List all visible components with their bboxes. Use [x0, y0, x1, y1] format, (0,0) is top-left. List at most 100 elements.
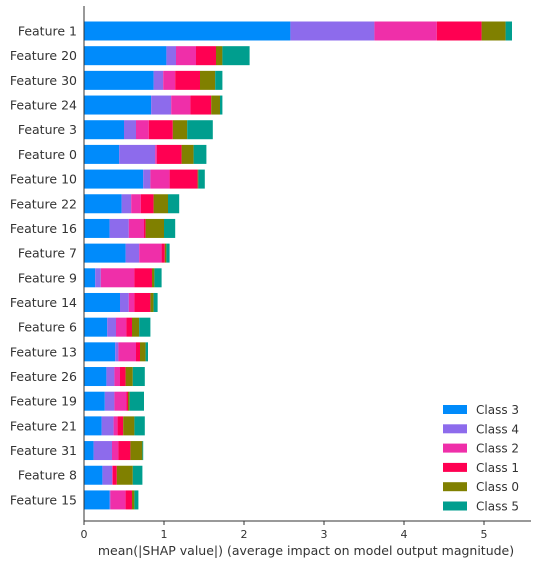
- feature-label: Feature 9: [18, 270, 77, 285]
- x-tick-label: 5: [481, 528, 488, 541]
- legend-label: Class 1: [476, 461, 519, 475]
- bar-segment: [145, 342, 148, 362]
- bar-segment: [84, 268, 96, 288]
- bar-segment: [154, 268, 162, 288]
- feature-label: Feature 8: [18, 468, 77, 483]
- bar-segment: [120, 292, 129, 312]
- bar-segment: [132, 367, 145, 387]
- bar-segment: [153, 194, 168, 214]
- bar-segment: [101, 416, 114, 436]
- bar-segment: [200, 70, 216, 90]
- feature-label: Feature 20: [10, 48, 77, 63]
- bar-segment: [126, 317, 132, 337]
- bar-segment: [161, 243, 165, 263]
- bar-segment: [106, 367, 115, 387]
- legend-label: Class 3: [476, 403, 519, 417]
- bar-segment: [181, 144, 194, 164]
- bar-segment: [125, 243, 140, 263]
- bar-segment: [114, 391, 127, 411]
- legend-label: Class 4: [476, 422, 519, 436]
- bar-segment: [129, 391, 144, 411]
- bar-segment: [193, 144, 207, 164]
- bar-segment: [100, 268, 135, 288]
- bar-segment: [134, 490, 139, 510]
- feature-labels: Feature 1 Feature 20 Feature 30 Feature 24 F…: [10, 24, 77, 508]
- bar-segment: [128, 218, 144, 238]
- feature-label: Feature 14: [10, 295, 77, 310]
- bar-segment: [198, 169, 205, 189]
- bar-segment: [126, 391, 128, 411]
- feature-label: Feature 7: [18, 246, 77, 261]
- x-tick-label: 3: [321, 528, 328, 541]
- bar-segment: [374, 21, 437, 41]
- bar-segment: [132, 490, 135, 510]
- bar-segment: [84, 194, 122, 214]
- feature-label: Feature 15: [10, 492, 77, 507]
- bars-group: [84, 21, 512, 510]
- legend-label: Class 2: [476, 442, 519, 456]
- feature-label: Feature 24: [10, 98, 77, 113]
- bar-segment: [84, 95, 152, 115]
- bar-segment: [120, 367, 126, 387]
- bar-segment: [123, 416, 135, 436]
- bar-segment: [84, 218, 110, 238]
- bar-segment: [153, 292, 158, 312]
- legend-swatch: [443, 443, 467, 453]
- bar-segment: [505, 21, 512, 41]
- bar-segment: [102, 465, 112, 485]
- bar-segment: [117, 416, 124, 436]
- bar-segment: [109, 490, 111, 510]
- bar-segment: [145, 218, 164, 238]
- feature-label: Feature 3: [18, 122, 77, 137]
- bar-segment: [109, 218, 129, 238]
- bar-segment: [215, 70, 223, 90]
- x-tick-label: 2: [241, 528, 248, 541]
- bar-segment: [124, 120, 136, 140]
- x-tick-label: 0: [81, 528, 88, 541]
- bar-segment: [84, 144, 120, 164]
- bar-segment: [164, 243, 167, 263]
- bar-segment: [128, 391, 130, 411]
- bar-segment: [136, 120, 149, 140]
- bar-segment: [93, 441, 112, 461]
- legend-swatch: [443, 482, 467, 492]
- bar-segment: [112, 465, 117, 485]
- bar-segment: [142, 441, 144, 461]
- bar-segment: [140, 342, 146, 362]
- bar-segment: [172, 120, 188, 140]
- x-ticks: 0 1 2 3 4 5: [81, 521, 488, 541]
- bar-segment: [84, 465, 103, 485]
- bar-segment: [131, 194, 141, 214]
- bar-segment: [155, 144, 157, 164]
- bar-segment: [118, 342, 136, 362]
- bar-segment: [84, 292, 120, 312]
- bar-segment: [84, 243, 126, 263]
- bar-segment: [84, 490, 110, 510]
- bar-segment: [84, 70, 154, 90]
- bar-segment: [119, 144, 156, 164]
- bar-segment: [84, 46, 167, 66]
- bar-segment: [125, 490, 132, 510]
- bar-segment: [134, 292, 151, 312]
- bar-segment: [116, 465, 133, 485]
- bar-segment: [118, 441, 131, 461]
- bar-segment: [152, 268, 155, 288]
- feature-label: Feature 13: [10, 344, 77, 359]
- bar-segment: [84, 169, 144, 189]
- bar-segment: [84, 317, 108, 337]
- bar-segment: [436, 21, 482, 41]
- bar-segment: [150, 292, 154, 312]
- feature-label: Feature 26: [10, 369, 77, 384]
- bar-segment: [481, 21, 506, 41]
- legend-swatch: [443, 424, 467, 434]
- feature-label: Feature 30: [10, 73, 77, 88]
- bar-segment: [166, 46, 176, 66]
- bar-segment: [84, 342, 116, 362]
- bar-segment: [144, 218, 146, 238]
- feature-label: Feature 10: [10, 172, 77, 187]
- legend-swatch: [443, 405, 467, 414]
- bar-segment: [134, 416, 145, 436]
- bar-segment: [114, 367, 120, 387]
- bar-segment: [112, 441, 119, 461]
